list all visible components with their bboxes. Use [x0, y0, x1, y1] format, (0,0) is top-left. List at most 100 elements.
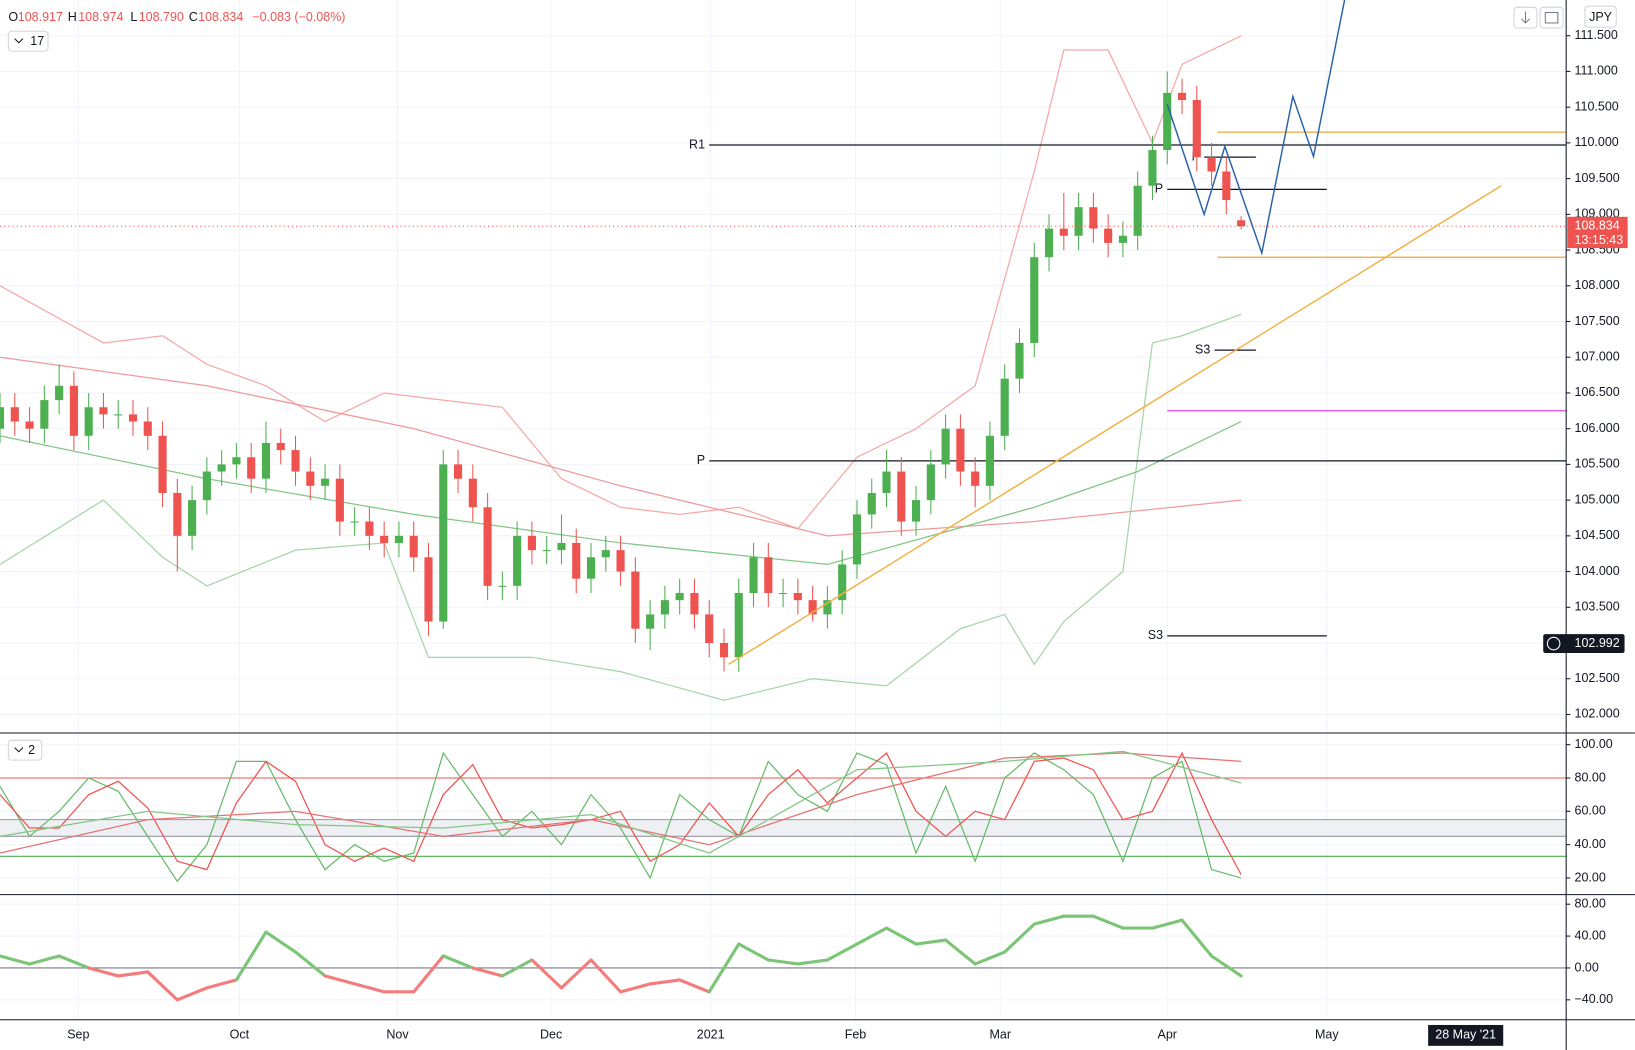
candle-body: [646, 614, 655, 629]
candle-body: [453, 464, 463, 479]
drawing-line: [728, 185, 1502, 666]
candle-body: [867, 492, 876, 515]
candle-body: [468, 478, 477, 508]
y-tick-label: 110.000: [1575, 135, 1619, 149]
momentum-segment: [264, 930, 298, 954]
candle-body: [1133, 185, 1142, 236]
candle-body: [690, 592, 699, 615]
y-tick-label: 20.00: [1575, 870, 1606, 884]
candle-body: [838, 564, 847, 601]
currency-label: JPY: [1589, 10, 1613, 24]
ohlc-label: C: [189, 10, 198, 24]
candle-body: [1044, 228, 1054, 258]
candle-body: [675, 592, 684, 601]
y-tick-label: 80.00: [1575, 770, 1606, 784]
cursor-price-label: 102.992: [1575, 636, 1620, 650]
momentum-segment: [87, 966, 120, 978]
candle-body: [1192, 100, 1201, 158]
ohlc-value: 108.917: [18, 10, 63, 24]
candle-body: [291, 450, 300, 472]
cursor-date-box: [1428, 1024, 1504, 1046]
momentum-segment: [914, 938, 948, 946]
pane: [0, 750, 1567, 883]
series-line: [0, 751, 1242, 883]
reset-icon: [1544, 11, 1559, 24]
x-tick-label: Feb: [845, 1028, 867, 1042]
reset-button[interactable]: [1539, 6, 1564, 29]
momentum-segment: [57, 954, 91, 970]
candle-body: [261, 442, 271, 479]
candle-body: [956, 428, 965, 472]
y-tick-label: 111.500: [1575, 28, 1618, 42]
candle-body: [749, 557, 758, 593]
y-tick-label: 40.00: [1575, 928, 1606, 942]
candle-body: [764, 557, 773, 593]
add-alert-button[interactable]: [1546, 636, 1561, 651]
indicator-toggle[interactable]: [7, 30, 49, 52]
candle-body: [84, 407, 93, 436]
chevron-icon: [14, 747, 24, 753]
x-tick-label: Sep: [67, 1028, 89, 1042]
candle-body: [1089, 207, 1098, 229]
candle-body: [1074, 207, 1083, 236]
currency-button[interactable]: [1584, 5, 1617, 28]
candle-body: [114, 414, 123, 416]
drawing-line: [1166, 0, 1346, 256]
candle-body: [247, 457, 256, 479]
candle-body: [616, 550, 625, 572]
candle-body: [1104, 228, 1113, 243]
y-tick-label: 107.000: [1575, 350, 1620, 364]
level-band: [0, 819, 1567, 837]
candle-body: [897, 471, 906, 522]
candle-body: [498, 585, 507, 587]
chevron-icon: [14, 38, 24, 44]
candle-body: [660, 600, 669, 615]
y-tick-label: 102.500: [1575, 671, 1620, 685]
level-label: P: [1155, 182, 1163, 196]
momentum-segment: [175, 986, 209, 1002]
candle-body: [586, 557, 596, 579]
candle-body: [217, 464, 226, 472]
countdown-label: 13:15:43: [1575, 233, 1624, 247]
candle-body: [173, 492, 182, 536]
y-tick-label: 80.00: [1575, 896, 1606, 910]
candle-body: [143, 421, 152, 436]
momentum-segment: [1209, 954, 1243, 978]
candle-body: [985, 435, 995, 486]
overlay-line: [0, 35, 1242, 530]
momentum-segment: [441, 954, 475, 970]
momentum-segment: [412, 954, 445, 994]
momentum-segment: [855, 926, 889, 946]
candle-body: [1148, 150, 1157, 186]
series-line: [0, 752, 1242, 854]
momentum-segment: [559, 958, 593, 990]
overlay-line: [0, 313, 1242, 701]
momentum-segment: [1091, 914, 1125, 930]
indicator-toggle[interactable]: [7, 739, 43, 761]
candle-body: [306, 471, 315, 486]
y-tick-label: 109.500: [1575, 171, 1620, 185]
candle-body: [40, 400, 49, 429]
y-tick-label: 102.000: [1575, 707, 1620, 721]
candle-body: [394, 535, 404, 543]
candle-body: [335, 478, 344, 522]
candle-body: [365, 521, 374, 536]
y-tick-label: 111.000: [1575, 64, 1618, 78]
momentum-segment: [589, 958, 623, 994]
y-tick-label: 103.500: [1575, 600, 1620, 614]
y-tick-label: 106.500: [1575, 385, 1620, 399]
momentum-segment: [648, 978, 682, 986]
y-tick-label: 106.000: [1575, 421, 1620, 435]
pane: R1PPPS3S3: [0, 0, 1567, 701]
ohlc-label: O: [8, 10, 18, 24]
x-tick-label: Dec: [540, 1028, 562, 1042]
y-tick-label: 40.00: [1575, 837, 1606, 851]
momentum-segment: [1180, 918, 1214, 958]
momentum-segment: [1032, 914, 1066, 926]
candle-body: [1000, 378, 1009, 436]
momentum-segment: [1003, 922, 1036, 954]
momentum-segment: [707, 942, 741, 994]
candle-body: [705, 614, 714, 643]
level-label: R1: [689, 137, 705, 151]
